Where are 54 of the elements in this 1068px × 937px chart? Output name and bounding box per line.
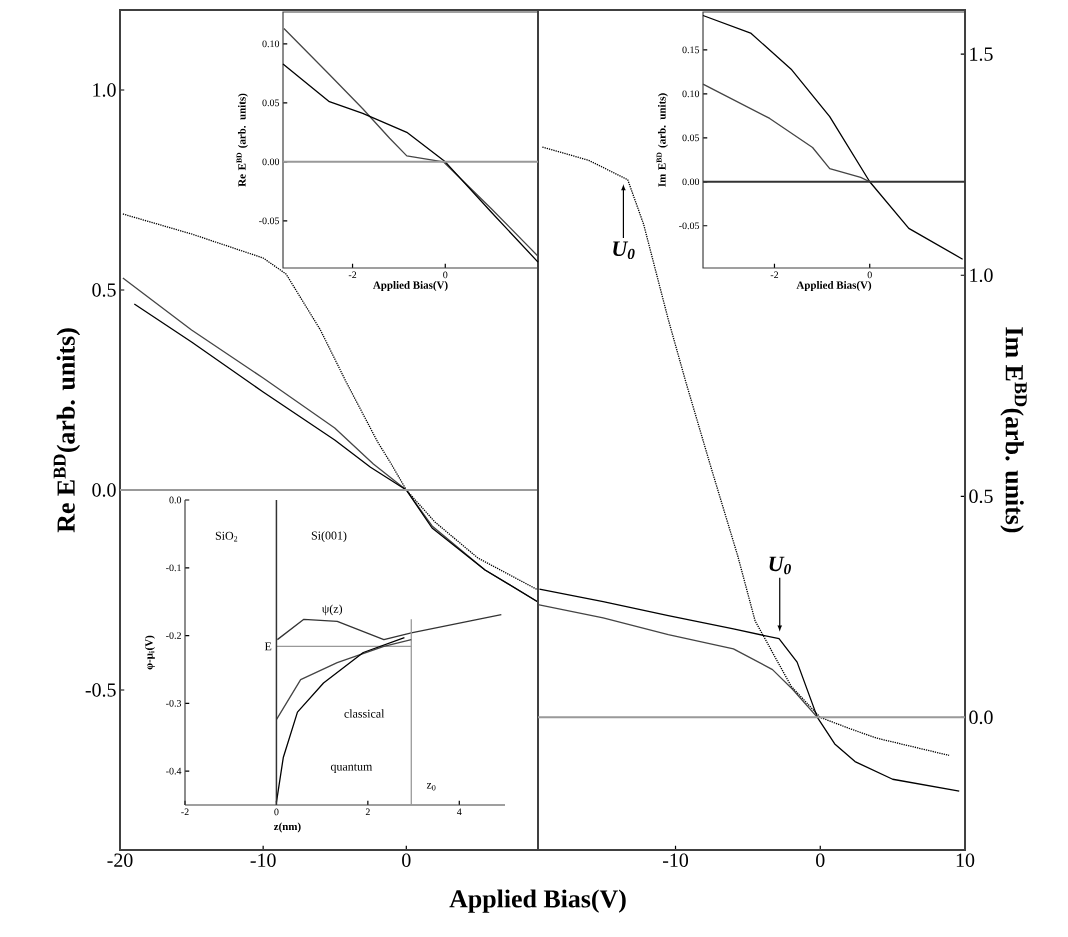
y-axis-title: φ-μ$_{i}$(V) — [144, 635, 155, 670]
y-axis-title: Re E$^{BD}$ (arb. units) — [236, 93, 248, 187]
x-tick-label: -10 — [250, 853, 276, 867]
annotation: U$_{0}$ — [769, 556, 791, 575]
annotation: Si(001) — [311, 531, 347, 543]
y-tick-label: -0.5 — [85, 683, 116, 697]
y-axis-title: Im E$^{BD}$ (arb. units) — [656, 93, 668, 187]
annotation: U$_{0}$ — [613, 241, 635, 260]
y-tick-label: 1.0 — [970, 268, 993, 283]
y-tick-label: 0.0 — [969, 710, 993, 725]
y-axis-title: Im E$^{BD}$(arb. units) — [1000, 327, 1027, 533]
x-axis-title: Applied Bias(V) — [373, 281, 448, 292]
x-tick-label: -2 — [348, 271, 357, 279]
x-tick-label: -10 — [662, 853, 689, 867]
x-tick-label: 10 — [956, 853, 975, 867]
y-tick-label: -0.3 — [166, 699, 182, 707]
y-tick-label: 0.15 — [682, 46, 700, 54]
y-tick-label: -0.2 — [166, 632, 181, 639]
y-tick-label: -0.1 — [166, 564, 181, 572]
y-axis-title: Re E$^{BD}$(arb. units) — [53, 328, 81, 533]
x-tick-label: -2 — [181, 808, 189, 816]
annotation: z$_{0}$ — [426, 783, 436, 791]
y-tick-label: 0.5 — [92, 283, 116, 297]
y-tick-label: 0.10 — [262, 40, 280, 48]
y-tick-label: 0.5 — [969, 489, 993, 504]
x-tick-label: 0 — [274, 808, 279, 816]
x-tick-label: 0 — [816, 853, 825, 867]
annotation: E — [264, 642, 272, 651]
y-tick-label: 0.00 — [262, 158, 280, 166]
x-tick-label: 0 — [443, 271, 448, 279]
y-tick-label: 0.05 — [262, 99, 280, 107]
x-tick-label: 4 — [456, 808, 462, 816]
annotation: SiO$_{2}$ — [215, 531, 238, 542]
y-tick-label: 0.0 — [169, 496, 182, 504]
annotation: classical — [344, 709, 385, 718]
y-tick-label: -0.4 — [166, 767, 182, 775]
y-tick-label: -0.05 — [259, 217, 280, 225]
y-tick-label: -0.05 — [679, 222, 700, 230]
x-tick-label: 0 — [867, 271, 872, 279]
y-tick-label: 0.0 — [92, 483, 116, 497]
x-tick-label: -20 — [107, 853, 133, 867]
y-tick-label: 1.0 — [93, 83, 116, 97]
x-tick-label: 2 — [365, 808, 370, 816]
y-tick-label: 0.00 — [682, 178, 700, 186]
x-axis-title: z(nm) — [273, 822, 301, 833]
x-tick-label: 0 — [402, 853, 411, 867]
x-axis-title: Applied Bias(V) — [449, 889, 626, 913]
y-tick-label: 1.5 — [970, 47, 993, 61]
annotation: quantum — [330, 763, 373, 774]
x-axis-title: Applied Bias(V) — [796, 281, 872, 292]
y-tick-label: 0.10 — [682, 90, 700, 98]
x-tick-label: -2 — [770, 271, 779, 279]
annotation: ψ(z) — [321, 604, 343, 616]
y-tick-label: 0.05 — [682, 134, 700, 142]
